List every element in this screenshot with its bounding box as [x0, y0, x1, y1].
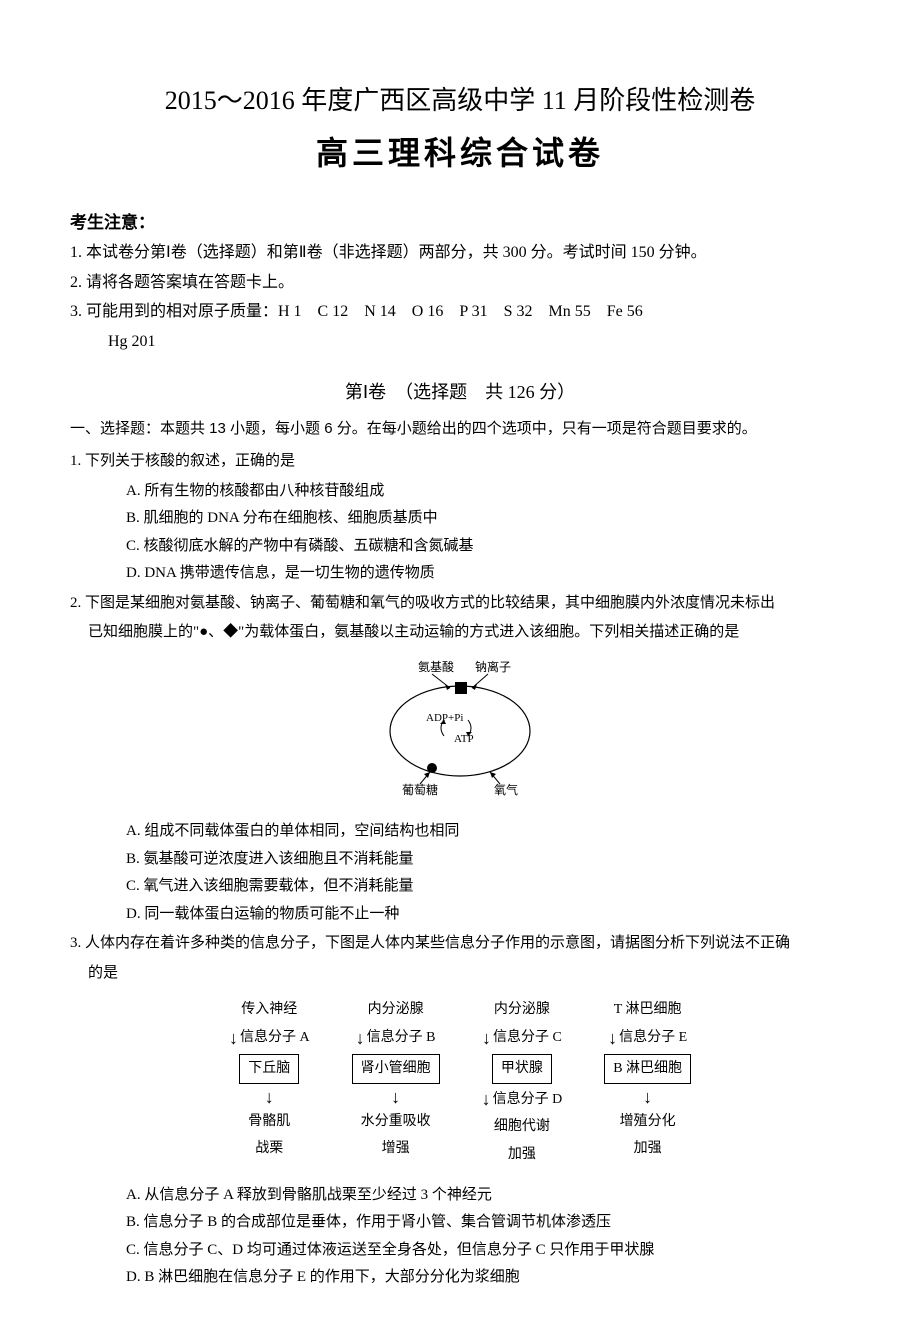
q3-c1-box: 下丘脑 [239, 1054, 299, 1084]
q2-diagram: 氨基酸 钠离子 ADP+Pi ATP 葡萄糖 氧气 [70, 656, 850, 806]
label-aa: 氨基酸 [418, 659, 454, 674]
q1-option-b: B. 肌细胞的 DNA 分布在细胞核、细胞质基质中 [70, 506, 850, 532]
q3-c1-arrow2: ↓ [265, 1088, 274, 1106]
q3-c3-arrow2: ↓信息分子 D [482, 1088, 563, 1112]
q3-c2-arrow1: ↓信息分子 B [356, 1026, 436, 1050]
q3-c3-b1: 细胞代谢 [494, 1115, 550, 1139]
notice-item-1: 1. 本试卷分第Ⅰ卷（选择题）和第Ⅱ卷（非选择题）两部分，共 300 分。考试时… [70, 240, 850, 266]
q3-c2-top: 内分泌腺 [368, 998, 424, 1022]
question-3: 3. 人体内存在着许多种类的信息分子，下图是人体内某些信息分子作用的示意图，请据… [70, 931, 850, 1291]
section-header: 第Ⅰ卷 （选择题 共 126 分） [70, 378, 850, 407]
q1-option-d: D. DNA 携带遗传信息，是一切生物的遗传物质 [70, 561, 850, 587]
q3-c1-top: 传入神经 [241, 998, 297, 1022]
q3-c4-top: T 淋巴细胞 [614, 998, 682, 1022]
q2-option-b: B. 氨基酸可逆浓度进入该细胞且不消耗能量 [70, 847, 850, 873]
q3-option-b: B. 信息分子 B 的合成部位是垂体，作用于肾小管、集合管调节机体渗透压 [70, 1210, 850, 1236]
title-sub: 高三理科综合试卷 [70, 128, 850, 179]
q1-option-c: C. 核酸彻底水解的产物中有磷酸、五碳糖和含氮碱基 [70, 534, 850, 560]
notice-item-3b: Hg 201 [70, 329, 850, 355]
q3-c2-arrow2: ↓ [391, 1088, 400, 1106]
q3-c4-b2: 加强 [634, 1137, 662, 1161]
q3-option-a: A. 从信息分子 A 释放到骨骼肌战栗至少经过 3 个神经元 [70, 1183, 850, 1209]
q2-option-c: C. 氧气进入该细胞需要载体，但不消耗能量 [70, 874, 850, 900]
q3-c2-box: 肾小管细胞 [352, 1054, 440, 1084]
q3-col-2: 内分泌腺 ↓信息分子 B 肾小管细胞 ↓ 水分重吸收 增强 [352, 998, 440, 1167]
q3-col-1: 传入神经 ↓信息分子 A 下丘脑 ↓ 骨骼肌 战栗 [229, 998, 310, 1167]
question-1: 1. 下列关于核酸的叙述，正确的是 A. 所有生物的核酸都由八种核苷酸组成 B.… [70, 449, 850, 587]
q3-stem-2: 的是 [70, 961, 850, 987]
label-atp: ATP [454, 733, 474, 745]
q3-stem-1: 3. 人体内存在着许多种类的信息分子，下图是人体内某些信息分子作用的示意图，请据… [70, 931, 850, 957]
notice-item-3: 3. 可能用到的相对原子质量：H 1 C 12 N 14 O 16 P 31 S… [70, 299, 850, 325]
q1-option-a: A. 所有生物的核酸都由八种核苷酸组成 [70, 479, 850, 505]
q3-option-c: C. 信息分子 C、D 均可通过体液运送至全身各处，但信息分子 C 只作用于甲状… [70, 1238, 850, 1264]
q2-stem-1: 2. 下图是某细胞对氨基酸、钠离子、葡萄糖和氧气的吸收方式的比较结果，其中细胞膜… [70, 591, 850, 617]
q3-c3-b2: 加强 [508, 1143, 536, 1167]
q3-c1-arrow1: ↓信息分子 A [229, 1026, 310, 1050]
label-na: 钠离子 [475, 659, 511, 674]
q3-c4-arrow2: ↓ [643, 1088, 652, 1106]
q3-c1-b2: 战栗 [255, 1137, 283, 1161]
q3-c3-top: 内分泌腺 [494, 998, 550, 1022]
q3-option-d: D. B 淋巴细胞在信息分子 E 的作用下，大部分分化为浆细胞 [70, 1265, 850, 1291]
q2-option-a: A. 组成不同载体蛋白的单体相同，空间结构也相同 [70, 819, 850, 845]
q3-c4-box: B 淋巴细胞 [604, 1054, 691, 1084]
section-instruction: 一、选择题：本题共 13 小题，每小题 6 分。在每小题给出的四个选项中，只有一… [70, 417, 850, 441]
notice-item-2: 2. 请将各题答案填在答题卡上。 [70, 270, 850, 296]
q3-c4-b1: 增殖分化 [620, 1110, 676, 1134]
q3-c2-b1: 水分重吸收 [361, 1110, 431, 1134]
q3-c1-b1: 骨骼肌 [248, 1110, 290, 1134]
q3-diagram: 传入神经 ↓信息分子 A 下丘脑 ↓ 骨骼肌 战栗 内分泌腺 ↓信息分子 B 肾… [70, 998, 850, 1167]
label-o2: 氧气 [494, 782, 518, 796]
question-2: 2. 下图是某细胞对氨基酸、钠离子、葡萄糖和氧气的吸收方式的比较结果，其中细胞膜… [70, 591, 850, 928]
notice-header: 考生注意： [70, 209, 850, 236]
q3-c4-arrow1: ↓信息分子 E [608, 1026, 687, 1050]
title-main: 2015～2016 年度广西区高级中学 11 月阶段性检测卷 [70, 80, 850, 122]
q2-option-d: D. 同一载体蛋白运输的物质可能不止一种 [70, 902, 850, 928]
q3-c3-arrow1: ↓信息分子 C [482, 1026, 562, 1050]
cell-diagram-svg: 氨基酸 钠离子 ADP+Pi ATP 葡萄糖 氧气 [360, 656, 560, 796]
q3-c2-b2: 增强 [382, 1137, 410, 1161]
q3-col-4: T 淋巴细胞 ↓信息分子 E B 淋巴细胞 ↓ 增殖分化 加强 [604, 998, 691, 1167]
q1-stem: 1. 下列关于核酸的叙述，正确的是 [70, 449, 850, 475]
q3-col-3: 内分泌腺 ↓信息分子 C 甲状腺 ↓信息分子 D 细胞代谢 加强 [482, 998, 563, 1167]
q3-c3-box: 甲状腺 [492, 1054, 552, 1084]
label-glucose: 葡萄糖 [402, 782, 438, 796]
q2-stem-2: 已知细胞膜上的"●、◆"为载体蛋白，氨基酸以主动运输的方式进入该细胞。下列相关描… [70, 620, 850, 646]
